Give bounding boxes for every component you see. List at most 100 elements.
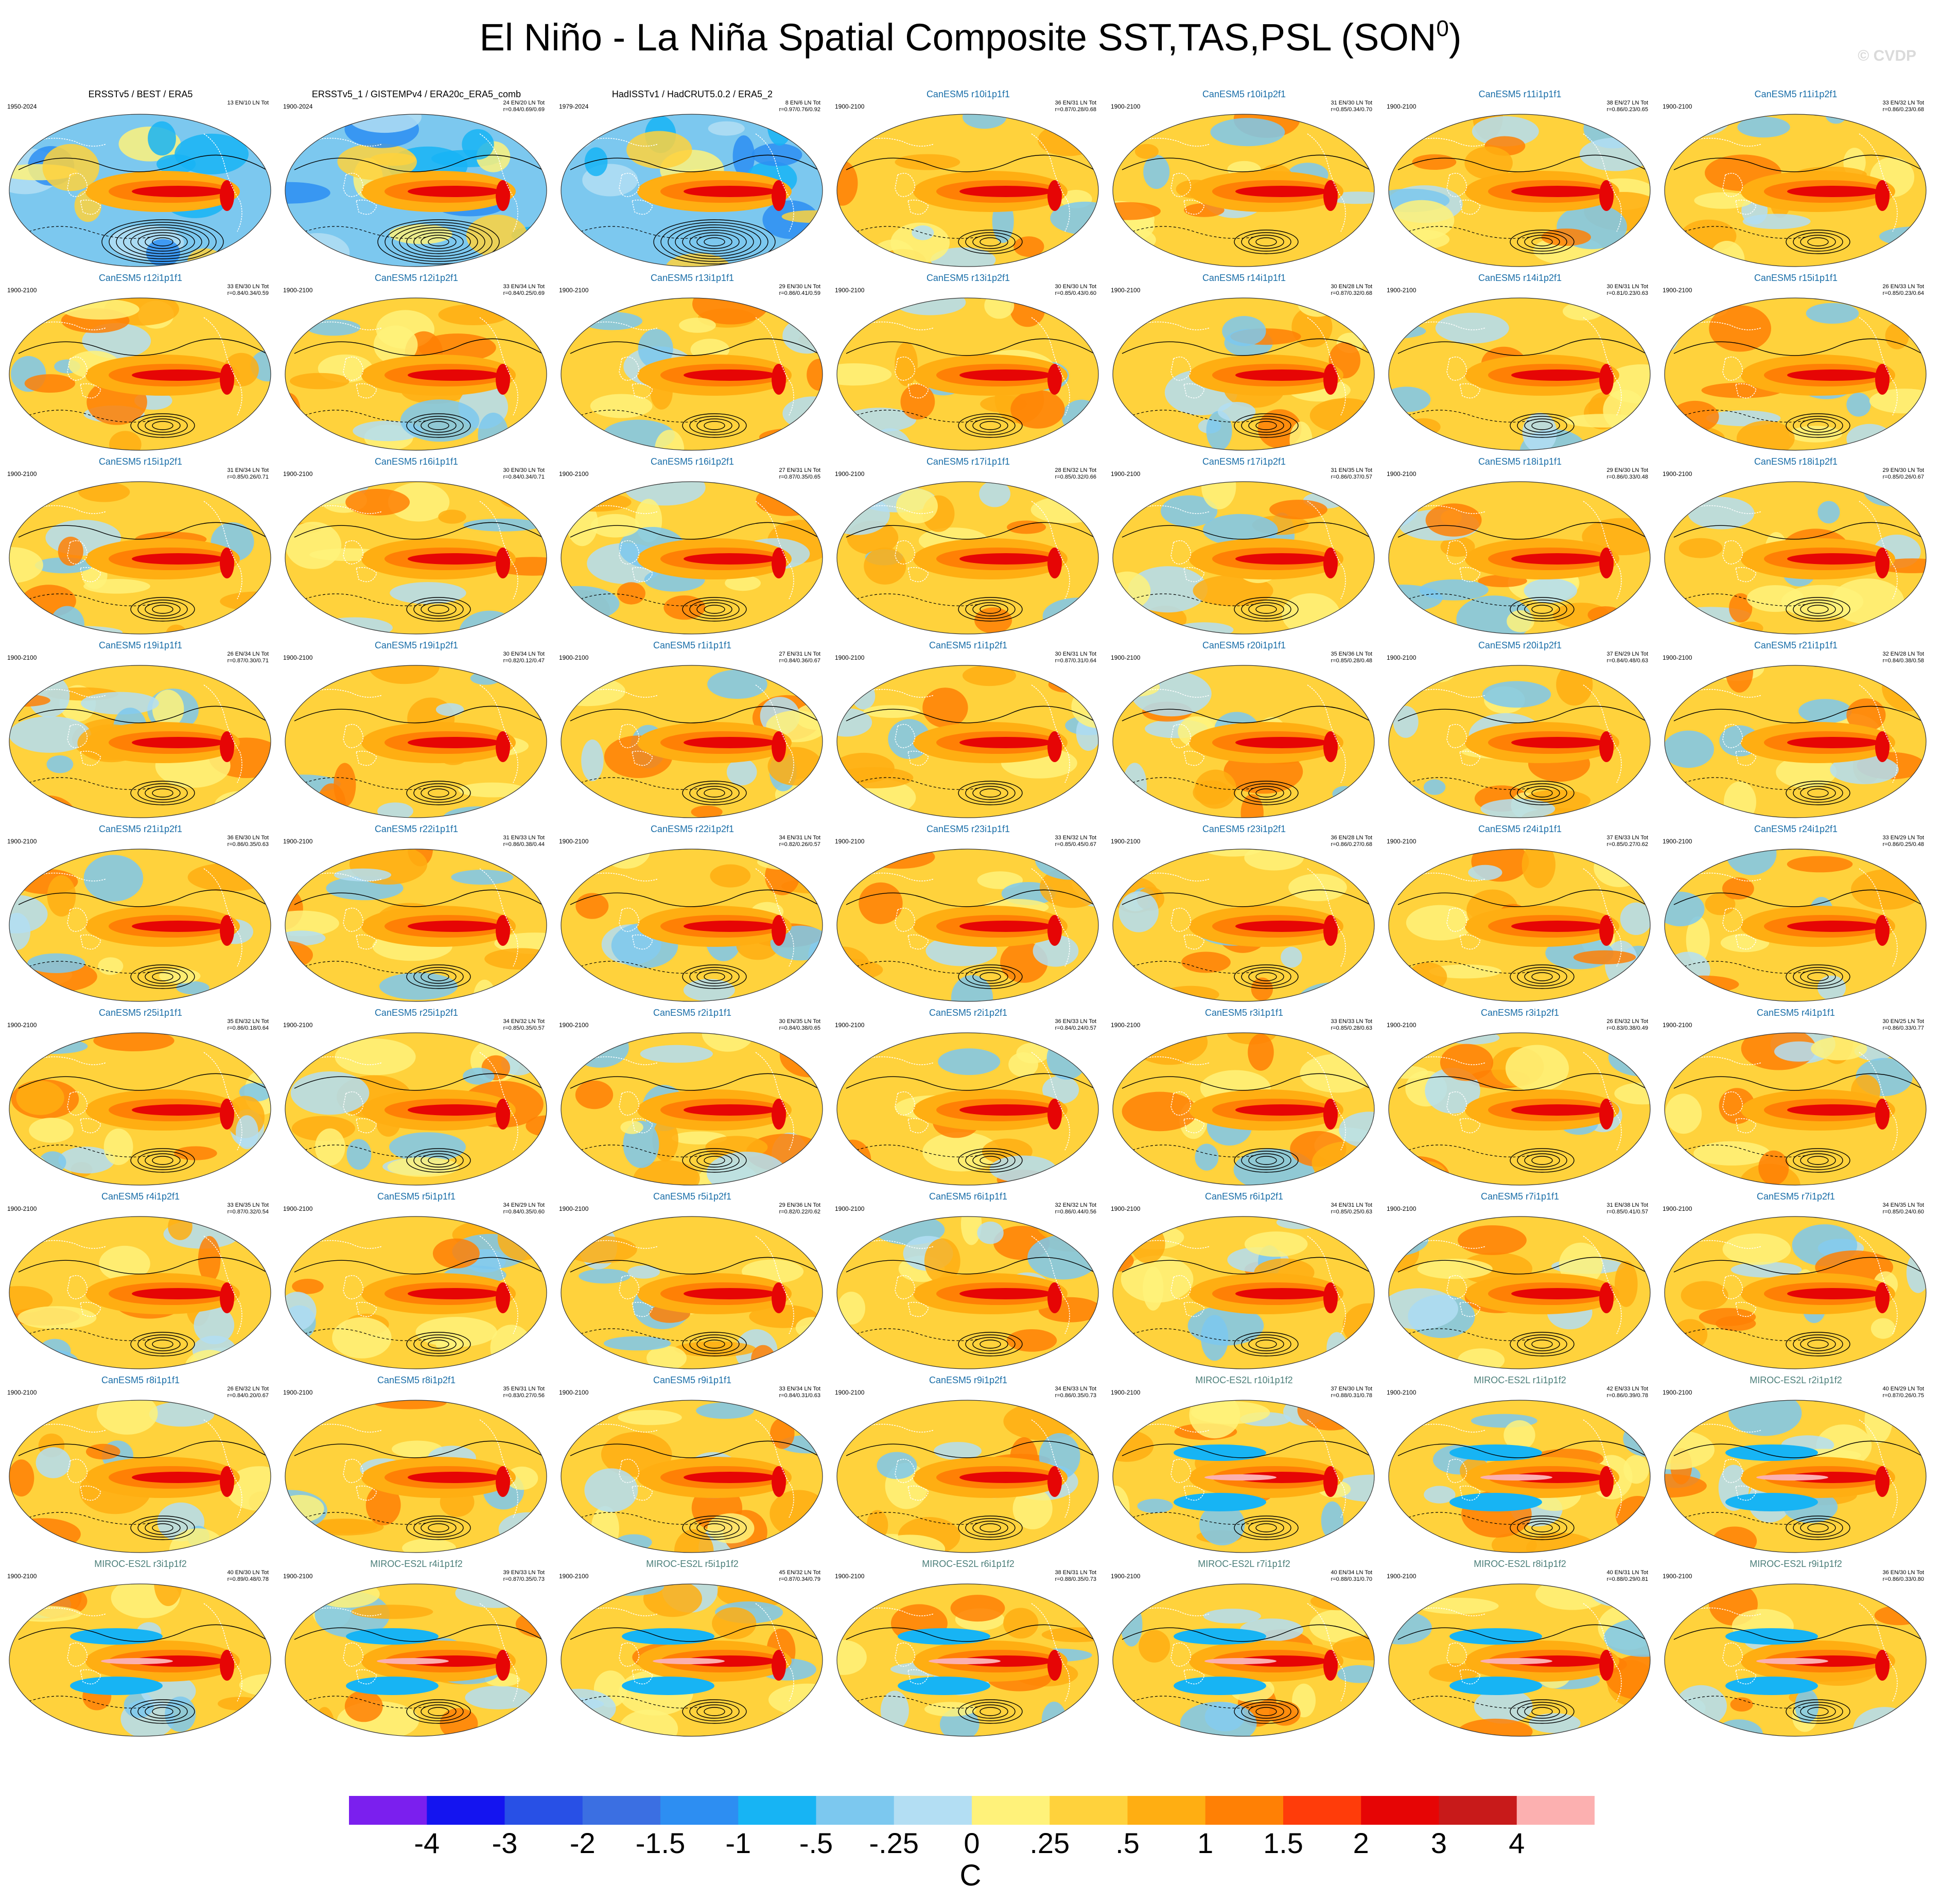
psl-contour [1673,522,1926,540]
coastline [28,1236,242,1334]
psl-contour [846,522,1098,540]
panel-title: CanESM5 r23i1p1f1 [926,824,1010,834]
colorbar-swatch [972,1796,1050,1825]
warm-tongue-core [1787,921,1880,932]
warm-tongue-core [1235,186,1328,197]
watermark: © CVDP [1858,47,1916,64]
anomaly-patch [1870,1318,1896,1339]
psl-contour [1793,416,1843,435]
map-plot [1388,481,1651,634]
panel-title: ERSSTv5 / BEST / ERA5 [88,89,193,99]
map-panel: CanESM5 r20i1p1f1 1900-2100 35 EN/36 LN To… [1106,639,1383,824]
psl-contour [1510,1699,1575,1724]
panel-period: 1900-2100 [1387,1205,1417,1212]
anomaly-patch [505,1467,538,1490]
psl-contour [965,1151,1016,1170]
map-panel: CanESM5 r16i1p1f1 1900-2100 30 EN/30 LN To… [278,455,555,640]
coastline [343,172,377,215]
panel-period: 1900-2100 [559,1205,589,1212]
psl-contour [130,413,195,438]
map-outline [9,297,271,451]
anomaly-patch [187,863,269,892]
coastline [1684,868,1898,967]
psl-contour-negative [1408,410,1532,422]
anomaly-patch [1864,1400,1893,1443]
coastline [856,1052,1070,1151]
psl-contour [1793,1702,1843,1721]
anomaly-patch [1472,116,1539,147]
anomaly-patch [103,1129,133,1166]
panel-event-count: 40 EN/34 LN Tot [1331,1570,1372,1576]
panel-pattern-correlation: r=0.84/0.69/0.69 [503,107,545,113]
anomaly-patch [759,428,820,446]
warm-tongue-core [1787,1104,1880,1116]
warm-tongue-core [1787,1655,1880,1667]
psl-contour-negative [28,1512,153,1525]
colorbar-swatch [660,1796,739,1825]
psl-contour [1531,1156,1553,1165]
map-plot [1388,1583,1651,1737]
psl-contour [101,219,224,265]
psl-contour [1510,781,1575,805]
coastline [28,133,242,232]
panel-pattern-correlation: r=0.84/0.20/0.67 [227,1392,269,1399]
psl-contour [972,1704,1008,1719]
anomaly-patch [332,1317,392,1359]
colorbar-tick-label: -.25 [869,1827,919,1859]
anomaly-patch [584,147,608,177]
psl-contour [682,1148,747,1173]
anomaly-patch [83,855,144,902]
warm-tongue-core [959,921,1052,932]
psl-contour-negative [304,593,429,606]
panel-event-count: 13 EN/10 LN Tot [227,100,269,106]
colorbar [349,1796,1595,1825]
psl-contour [1234,230,1299,254]
anomaly-patch [618,1409,682,1425]
psl-contour [145,969,181,984]
psl-contour [1241,1151,1291,1170]
map-panel: CanESM5 r10i1p2f1 1900-2100 31 EN/30 LN To… [1106,87,1383,273]
anomaly-patch [1729,593,1753,623]
anomaly-patch [389,224,452,244]
coastline [1446,356,1481,399]
panel-pattern-correlation: r=0.87/0.35/0.73 [503,1576,545,1582]
warm-tongue-core [408,1288,500,1299]
anomaly-patch [1201,482,1236,509]
anomaly-patch [1468,865,1502,880]
psl-contour-negative [580,1144,705,1157]
warm-tongue-core [684,1288,776,1299]
panel-period: 1900-2100 [559,654,589,661]
panel-title: CanESM5 r19i1p1f1 [98,640,183,650]
coastal-warm-patch [496,915,510,946]
anomaly-patch [1268,1701,1301,1726]
anomaly-patch [1012,1488,1053,1529]
map-outline [1388,297,1651,451]
psl-contour [428,1156,449,1165]
warm-tongue-peak [1480,1474,1552,1480]
anomaly-patch [837,1292,865,1325]
map-panel: CanESM5 r13i1p2f1 1900-2100 30 EN/30 LN To… [830,271,1107,456]
psl-contour-negative [28,1328,153,1341]
figure-title: El Niño - La Niña Spatial Composite SST,… [0,14,1941,61]
psl-contour [1800,786,1836,800]
anomaly-patch [1440,1044,1494,1081]
panel-event-count: 28 EN/32 LN Tot [1055,467,1096,473]
panel-period: 1900-2100 [559,1021,589,1029]
anomaly-patch [1046,1037,1088,1080]
psl-contour-negative [304,1328,429,1341]
anomaly-patch [31,1400,59,1419]
psl-contour [152,421,173,430]
panel-period: 1900-2100 [1111,287,1141,294]
coastal-warm-patch [496,1650,510,1681]
panel-period: 1900-2100 [1663,1021,1692,1029]
psl-contour [972,1521,1008,1535]
psl-contour [570,338,823,357]
cool-band [1725,1444,1818,1461]
coastal-warm-patch [1875,1282,1890,1313]
psl-contour-negative [1132,1144,1256,1157]
warm-tongue-core [1511,1288,1604,1299]
psl-contour [1793,600,1843,619]
anomaly-patch [1161,495,1218,527]
panel-pattern-correlation: r=0.88/0.31/0.78 [1331,1392,1372,1399]
anomaly-patch [1321,1501,1344,1540]
